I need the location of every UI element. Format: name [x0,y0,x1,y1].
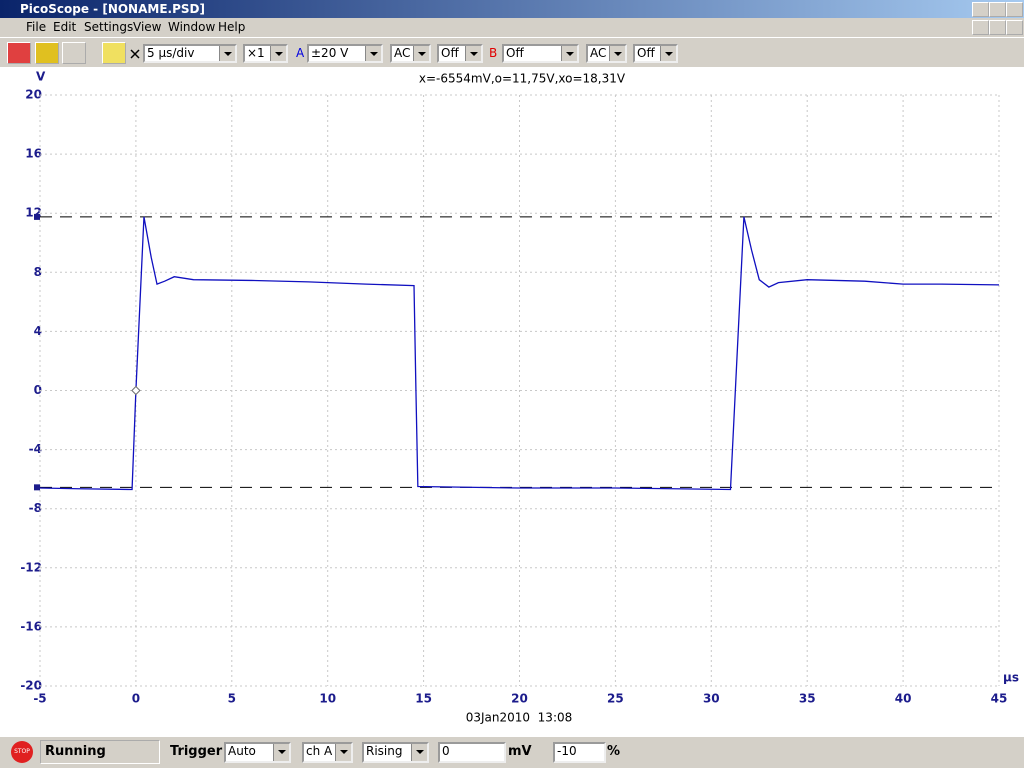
channel-a-coupling[interactable]: AC [390,44,431,63]
x-tick-label: 25 [607,692,624,706]
x-tick-label: -5 [33,692,46,706]
x-tick-label: 35 [799,692,816,706]
scope-view-button[interactable] [7,42,31,64]
delay-unit: % [607,744,621,759]
x-tick-label: 20 [511,692,528,706]
delay: -10 [557,744,577,758]
y-tick-label: 4 [34,324,42,338]
trigger-mode-select[interactable]: Auto [224,742,291,763]
x-tick-label: 0 [132,692,140,706]
trigger-edge-select[interactable]: Rising [362,742,429,763]
menu-item[interactable]: Help [218,20,246,34]
menu-item[interactable]: View [133,20,162,34]
stop-label: STOP [14,748,30,755]
trigger-unit: mV [508,744,532,759]
x-tick-label: 10 [319,692,336,706]
channel-a-range[interactable]: ±20 V [307,44,383,63]
cursor-readout: x=-6554mV,o=11,75V,xo=18,31V [419,72,626,86]
y-tick-label: 8 [34,265,42,279]
waveform [39,216,1000,491]
meter-view-button[interactable] [62,42,86,64]
timebase-select[interactable]: 5 µs/div [143,44,237,63]
trigger-mode: Auto [228,744,256,758]
y-tick-label: 16 [25,147,42,161]
timebase: 5 µs/div [147,46,195,60]
status-bar: STOP Running Trigger Auto ch A Rising 0 … [0,736,1024,768]
y-tick-label: 0 [34,383,42,397]
y-tick-label: -20 [20,679,42,693]
range: Off [506,46,524,60]
minimize-button[interactable] [972,20,989,35]
channel-b-range[interactable]: Off [502,44,579,63]
multiplier: ×1 [247,46,265,60]
trigger-channel-select[interactable]: ch A [302,742,353,763]
timestamp: 03Jan2010 13:08 [466,711,573,725]
toolbar: 5 µs/div ×1 A ±20 V AC Off B Off AC Off [0,37,1024,67]
restore-button[interactable] [989,2,1006,17]
menu-item[interactable]: File [26,20,47,34]
title-bar: PicoScope - [NONAME.PSD] [0,0,1024,18]
channel-b-coupling[interactable]: AC [586,44,627,63]
multiplier-select[interactable]: ×1 [243,44,288,63]
trigger-channel: ch A [306,744,333,758]
x-tick-label: 5 [228,692,236,706]
stop-button[interactable]: STOP [11,741,33,763]
y-tick-label: 20 [25,88,42,102]
y-tick-label: -12 [20,560,42,574]
x-tick-label: 45 [991,692,1008,706]
x-tick-label: 30 [703,692,720,706]
trace-button[interactable] [102,42,126,64]
coupling: AC [590,46,607,60]
cursor-handle [34,213,40,220]
x-tick-label: 15 [415,692,432,706]
run-state: Running [45,744,106,759]
minimize-button[interactable] [972,2,989,17]
channel-a-label: A [296,46,305,60]
close-button[interactable] [1006,2,1023,17]
trigger-edge: Rising [366,744,403,758]
restore-button[interactable] [989,20,1006,35]
menu-item[interactable]: Edit [53,20,77,34]
y-tick-label: -8 [29,501,42,515]
menu-item[interactable]: Settings [84,20,134,34]
x-tick-label: 40 [895,692,912,706]
close-button[interactable] [1006,20,1023,35]
coupling: AC [394,46,411,60]
cursor-handle [34,484,40,491]
channel-a-filter[interactable]: Off [437,44,483,63]
zoom-icon [130,49,140,59]
trigger-label: Trigger [170,744,223,759]
trigger-marker [131,385,141,396]
y-tick-label: -16 [20,619,42,633]
spectrum-view-button[interactable] [35,42,59,64]
filter: Off [637,46,655,60]
window-title: PicoScope - [NONAME.PSD] [20,2,205,16]
range: ±20 V [311,46,349,60]
channel-b-label: B [489,46,498,60]
chart-background [0,67,1024,736]
y-axis-unit: V [36,70,46,84]
y-tick-label: -4 [29,442,42,456]
filter: Off [441,46,459,60]
state-box: Running [40,740,160,764]
trigger-level: 0 [442,744,450,758]
delay-spin[interactable]: -10 [553,742,606,763]
x-axis-unit: µs [1003,671,1019,685]
menu-item[interactable]: Window [168,20,216,34]
trigger-level-spin[interactable]: 0 [438,742,506,763]
menu-bar: File Edit Settings View Window Help [0,18,1024,37]
channel-b-filter[interactable]: Off [633,44,678,63]
